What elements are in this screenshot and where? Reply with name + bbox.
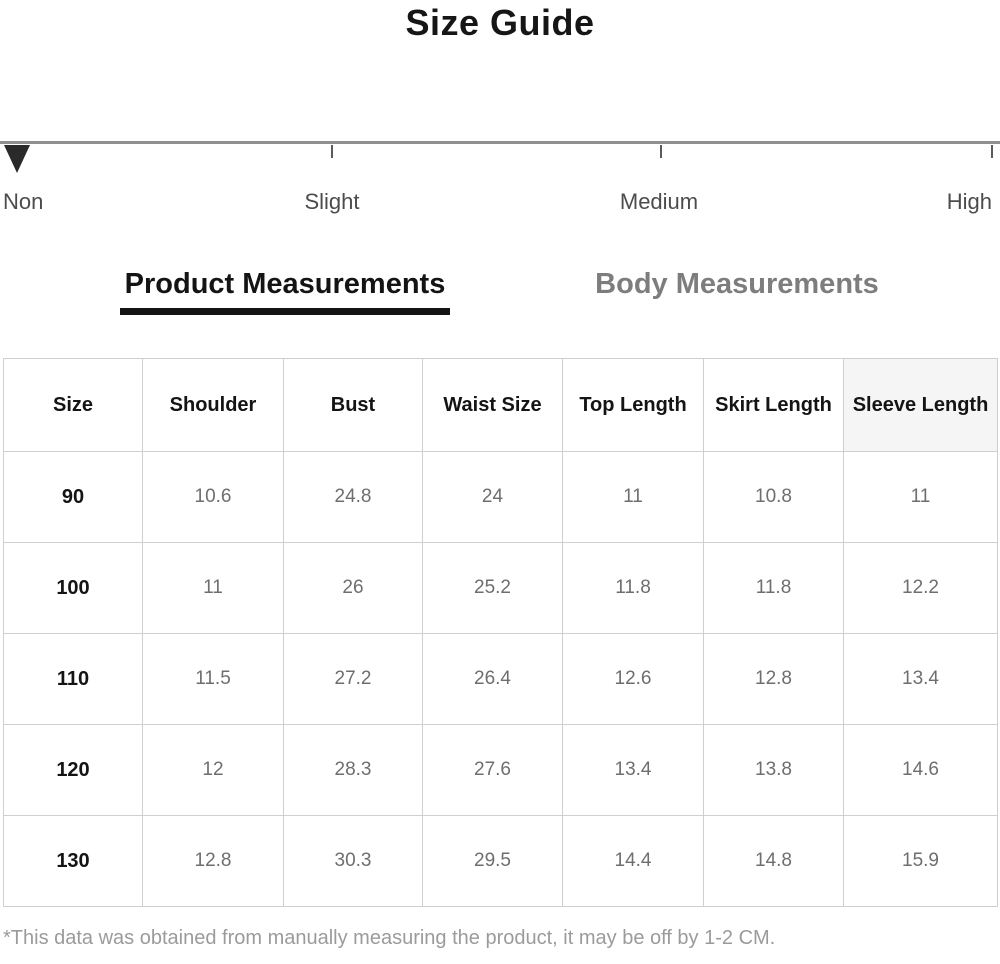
header-cell-sleeve-length: Sleeve Length (843, 358, 998, 452)
value-cell: 12.8 (703, 633, 844, 725)
value-cell: 11.8 (562, 542, 704, 634)
header-cell-size: Size (3, 358, 143, 452)
table-header-row: Size Shoulder Bust Waist Size Top Length… (3, 358, 998, 452)
value-cell: 11 (843, 451, 998, 543)
product-measurements-heading: Product Measurements (120, 268, 450, 315)
scale-tick-medium (660, 145, 662, 158)
scale-label-medium: Medium (619, 189, 699, 214)
measurement-disclaimer: *This data was obtained from manually me… (3, 927, 776, 949)
value-cell: 13.8 (703, 724, 844, 816)
table-row-100: 100 11 26 25.2 11.8 11.8 12.2 (3, 542, 998, 634)
size-cell: 100 (3, 542, 143, 634)
value-cell: 14.4 (562, 815, 704, 907)
value-cell: 13.4 (843, 633, 998, 725)
value-cell: 27.2 (283, 633, 423, 725)
value-cell: 28.3 (283, 724, 423, 816)
table-row-130: 130 12.8 30.3 29.5 14.4 14.8 15.9 (3, 815, 998, 907)
value-cell: 10.6 (142, 451, 284, 543)
value-cell: 14.6 (843, 724, 998, 816)
size-cell: 90 (3, 451, 143, 543)
value-cell: 30.3 (283, 815, 423, 907)
scale-track (0, 141, 1000, 144)
header-cell-skirt-length: Skirt Length (703, 358, 844, 452)
page-title: Size Guide (405, 2, 595, 43)
table-row-120: 120 12 28.3 27.6 13.4 13.8 14.6 (3, 724, 998, 816)
value-cell: 29.5 (422, 815, 563, 907)
header-cell-shoulder: Shoulder (142, 358, 284, 452)
size-cell: 110 (3, 633, 143, 725)
value-cell: 11 (142, 542, 284, 634)
value-cell: 25.2 (422, 542, 563, 634)
value-cell: 12.8 (142, 815, 284, 907)
value-cell: 26.4 (422, 633, 563, 725)
header-cell-top-length: Top Length (562, 358, 704, 452)
value-cell: 27.6 (422, 724, 563, 816)
scale-label-slight: Slight (304, 189, 360, 214)
value-cell: 13.4 (562, 724, 704, 816)
table-row-90: 90 10.6 24.8 24 11 10.8 11 (3, 451, 998, 543)
value-cell: 24.8 (283, 451, 423, 543)
value-cell: 11.8 (703, 542, 844, 634)
value-cell: 15.9 (843, 815, 998, 907)
value-cell: 26 (283, 542, 423, 634)
scale-label-non: Non (3, 189, 44, 214)
value-cell: 14.8 (703, 815, 844, 907)
body-measurements-heading: Body Measurements (595, 268, 879, 300)
scale-label-high: High (946, 189, 992, 214)
value-cell: 12.2 (843, 542, 998, 634)
value-cell: 11.5 (142, 633, 284, 725)
value-cell: 11 (562, 451, 704, 543)
scale-tick-high (991, 145, 993, 158)
scale-marker-triangle-icon (4, 145, 30, 173)
value-cell: 12 (142, 724, 284, 816)
size-cell: 120 (3, 724, 143, 816)
value-cell: 12.6 (562, 633, 704, 725)
header-cell-bust: Bust (283, 358, 423, 452)
scale-tick-slight (331, 145, 333, 158)
size-cell: 130 (3, 815, 143, 907)
value-cell: 10.8 (703, 451, 844, 543)
header-cell-waist-size: Waist Size (422, 358, 563, 452)
size-table: Size Shoulder Bust Waist Size Top Length… (3, 358, 998, 907)
value-cell: 24 (422, 451, 563, 543)
table-row-110: 110 11.5 27.2 26.4 12.6 12.8 13.4 (3, 633, 998, 725)
